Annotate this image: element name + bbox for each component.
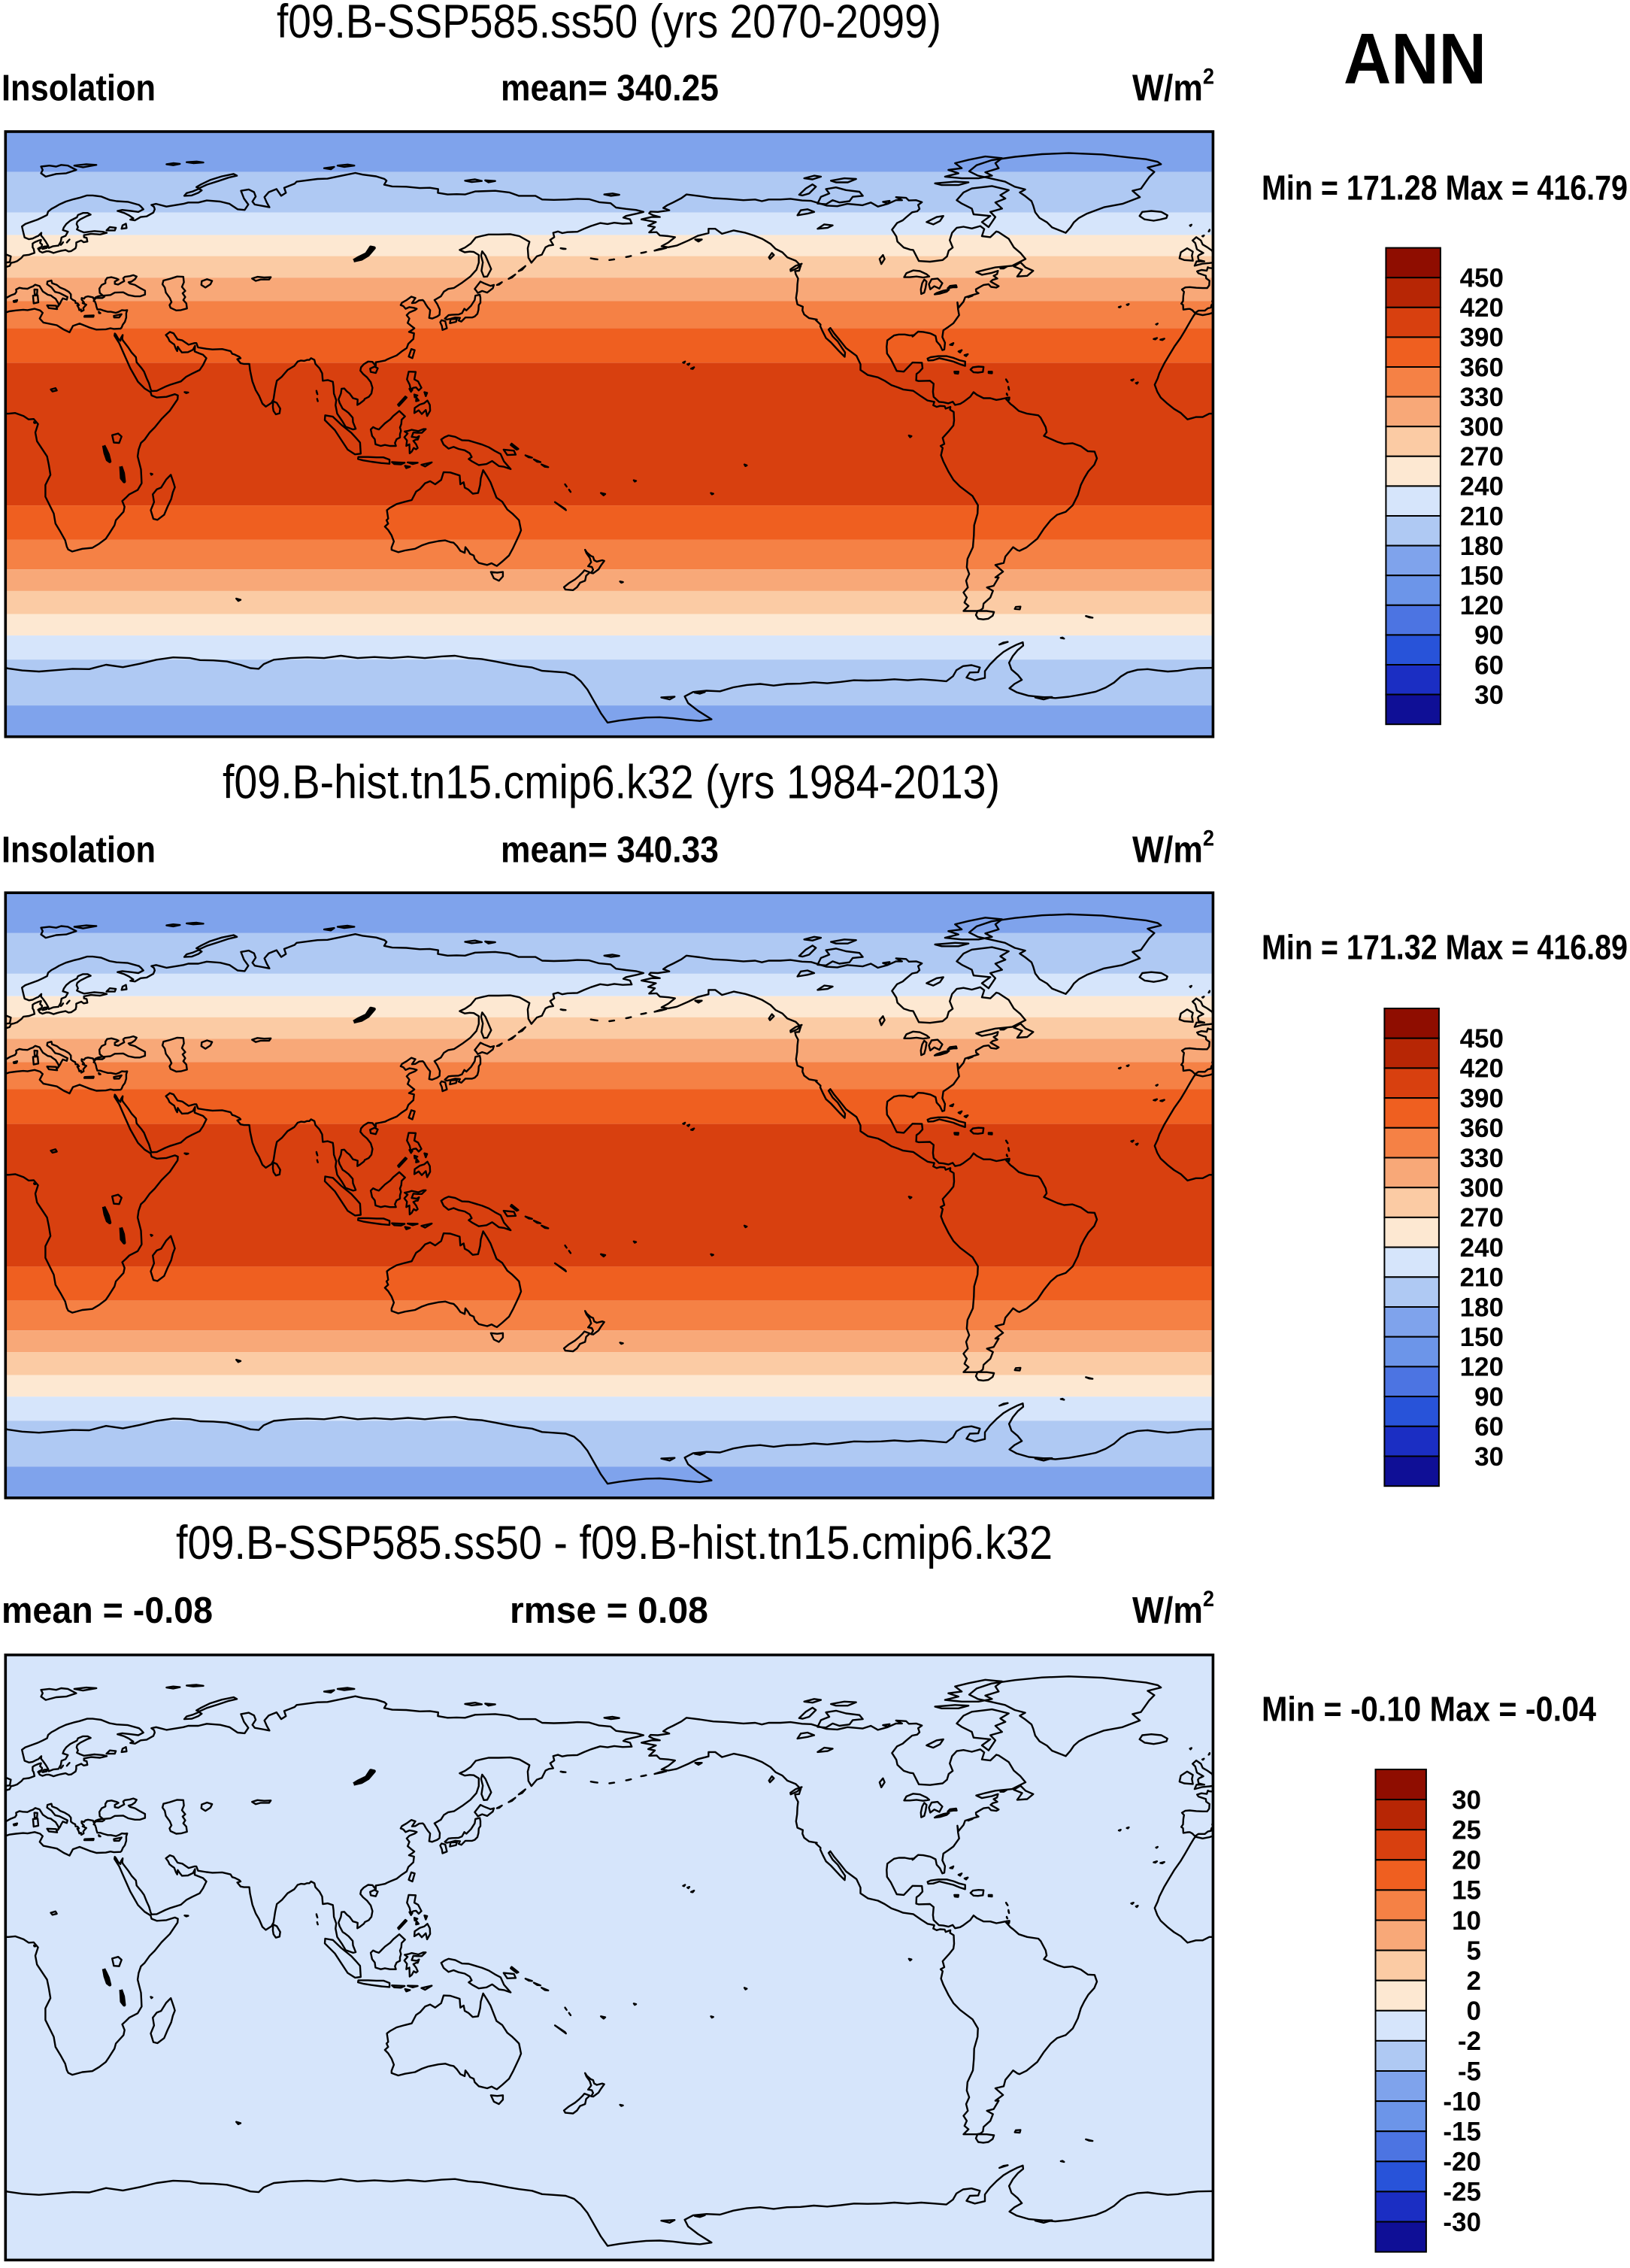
svg-text:150: 150 [1460, 562, 1504, 591]
svg-text:240: 240 [1460, 1233, 1504, 1263]
svg-text:-25: -25 [1443, 2178, 1481, 2207]
svg-text:390: 390 [1460, 323, 1504, 353]
svg-text:180: 180 [1460, 1293, 1504, 1322]
svg-text:mean = -0.08: mean = -0.08 [2, 1590, 213, 1631]
svg-text:rmse = 0.08: rmse = 0.08 [510, 1590, 708, 1631]
svg-text:390: 390 [1460, 1084, 1504, 1113]
svg-text:30: 30 [1474, 681, 1504, 710]
svg-text:450: 450 [1460, 264, 1504, 293]
svg-text:150: 150 [1460, 1323, 1504, 1352]
svg-text:330: 330 [1460, 1144, 1504, 1173]
svg-text:90: 90 [1474, 621, 1504, 650]
svg-text:420: 420 [1460, 293, 1504, 323]
svg-text:360: 360 [1460, 1114, 1504, 1143]
svg-text:300: 300 [1460, 1174, 1504, 1203]
svg-text:f09.B-SSP585.ss50 (yrs 2070-20: f09.B-SSP585.ss50 (yrs 2070-2099) [277, 0, 941, 48]
svg-text:270: 270 [1460, 1203, 1504, 1233]
svg-text:300: 300 [1460, 413, 1504, 442]
svg-text:-5: -5 [1458, 2057, 1481, 2086]
svg-text:W/m2: W/m2 [1132, 64, 1214, 108]
svg-text:240: 240 [1460, 472, 1504, 502]
svg-text:210: 210 [1460, 1263, 1504, 1293]
svg-text:120: 120 [1460, 1353, 1504, 1382]
svg-text:Min = -0.10 Max = -0.04: Min = -0.10 Max = -0.04 [1262, 1690, 1596, 1729]
svg-text:20: 20 [1452, 1846, 1481, 1875]
svg-text:180: 180 [1460, 532, 1504, 561]
svg-text:120: 120 [1460, 591, 1504, 620]
svg-text:10: 10 [1452, 1906, 1481, 1936]
svg-text:60: 60 [1474, 1412, 1504, 1442]
svg-text:f09.B-hist.tn15.cmip6.k32 (yrs: f09.B-hist.tn15.cmip6.k32 (yrs 1984-2013… [223, 756, 1000, 808]
svg-text:Insolation: Insolation [2, 68, 156, 108]
svg-text:2: 2 [1467, 1966, 1481, 1996]
svg-text:Insolation: Insolation [2, 829, 156, 870]
svg-text:0: 0 [1467, 1997, 1481, 2026]
svg-text:mean= 340.33: mean= 340.33 [501, 829, 719, 870]
svg-text:30: 30 [1474, 1442, 1504, 1472]
svg-text:-20: -20 [1443, 2148, 1481, 2177]
svg-text:W/m2: W/m2 [1132, 826, 1214, 870]
svg-text:270: 270 [1460, 442, 1504, 471]
svg-text:90: 90 [1474, 1382, 1504, 1411]
svg-text:-30: -30 [1443, 2208, 1481, 2237]
svg-text:-15: -15 [1443, 2118, 1481, 2147]
svg-text:25: 25 [1452, 1816, 1481, 1845]
svg-text:450: 450 [1460, 1024, 1504, 1054]
svg-text:15: 15 [1452, 1876, 1481, 1906]
svg-text:60: 60 [1474, 650, 1504, 680]
svg-text:ANN: ANN [1344, 19, 1486, 99]
svg-text:210: 210 [1460, 502, 1504, 531]
svg-text:-10: -10 [1443, 2087, 1481, 2116]
svg-text:420: 420 [1460, 1054, 1504, 1084]
svg-text:5: 5 [1467, 1936, 1481, 1966]
svg-text:-2: -2 [1458, 2027, 1481, 2056]
svg-text:Min = 171.28 Max = 416.79: Min = 171.28 Max = 416.79 [1262, 168, 1628, 208]
svg-text:mean= 340.25: mean= 340.25 [501, 68, 719, 108]
svg-text:330: 330 [1460, 383, 1504, 412]
svg-text:W/m2: W/m2 [1132, 1587, 1214, 1631]
svg-text:f09.B-SSP585.ss50 - f09.B-hist: f09.B-SSP585.ss50 - f09.B-hist.tn15.cmip… [176, 1517, 1053, 1569]
svg-text:360: 360 [1460, 353, 1504, 382]
svg-text:30: 30 [1452, 1785, 1481, 1815]
svg-text:Min = 171.32 Max = 416.89: Min = 171.32 Max = 416.89 [1262, 928, 1628, 967]
